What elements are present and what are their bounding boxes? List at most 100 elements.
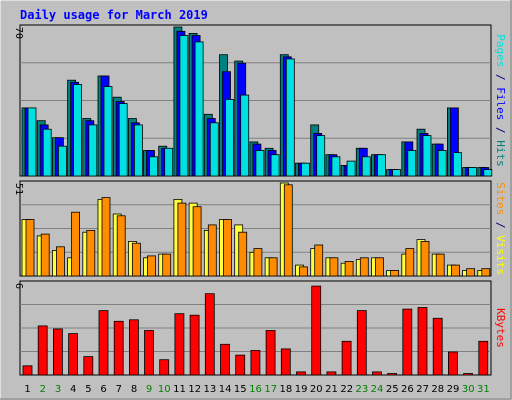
x-tick-label: 4	[70, 384, 76, 395]
bar-sites-day-27	[420, 240, 430, 277]
bar-kbytes-day-3	[53, 328, 63, 376]
x-tick-label: 12	[188, 384, 201, 395]
bar-sites-day-7	[116, 215, 126, 277]
legend-part: Hits	[494, 140, 507, 167]
legend-part: Pages	[494, 34, 507, 67]
bar-sites-day-29	[450, 264, 460, 277]
bar-sites-day-16	[253, 248, 263, 277]
bar-sites-day-14	[223, 219, 232, 277]
bar-sites-day-25	[390, 270, 400, 277]
x-tick-label: 3	[55, 384, 61, 395]
bar-kbytes-day-24	[372, 371, 382, 376]
bar-kbytes-day-30	[463, 373, 474, 376]
bar-pages-day-7	[118, 103, 128, 177]
bar-pages-day-27	[422, 135, 432, 177]
bar-kbytes-day-11	[174, 313, 185, 376]
bar-kbytes-day-16	[250, 350, 261, 376]
legend-part: KBytes	[494, 308, 507, 348]
panel-bottom: 6 KBytes	[13, 280, 507, 376]
bar-pages-day-22	[346, 160, 356, 177]
x-tick-label: 29	[447, 384, 460, 395]
bar-sites-day-19	[299, 266, 308, 277]
x-tick-label: 18	[280, 384, 293, 395]
bar-sites-day-31	[481, 268, 491, 277]
bar-kbytes-day-5	[83, 356, 94, 376]
bar-pages-day-10	[164, 147, 174, 177]
legend-part: Files	[494, 87, 507, 120]
bar-pages-day-20	[316, 135, 326, 177]
x-tick-label: 24	[371, 384, 384, 395]
x-tick-label: 10	[158, 384, 171, 395]
x-tick-label: 6	[100, 384, 106, 395]
x-tick-label: 13	[204, 384, 217, 395]
bar-pages-day-19	[301, 162, 310, 177]
bar-kbytes-day-15	[235, 354, 246, 376]
panel-middle: 51 Sites / Visits	[13, 180, 507, 277]
legend-part: /	[494, 120, 507, 140]
bar-sites-day-12	[192, 206, 202, 277]
y-max-label: 51	[13, 183, 24, 195]
bar-kbytes-day-17	[265, 330, 276, 376]
bar-pages-day-30	[468, 167, 478, 177]
x-tick-label: 19	[295, 384, 308, 395]
bar-sites-day-8	[131, 242, 141, 277]
bar-pages-day-6	[103, 86, 113, 177]
x-tick-label: 7	[116, 384, 122, 395]
x-tick-label: 5	[85, 384, 91, 395]
bar-kbytes-day-22	[341, 340, 352, 376]
bar-pages-day-5	[88, 124, 98, 177]
bar-pages-day-13	[209, 122, 219, 177]
x-tick-label: 15	[234, 384, 247, 395]
bar-pages-day-3	[58, 145, 67, 177]
bar-sites-day-5	[86, 229, 96, 277]
bar-kbytes-day-9	[144, 330, 154, 376]
legend-part: /	[494, 215, 507, 235]
bar-kbytes-day-20	[311, 285, 322, 376]
bar-pages-day-9	[149, 156, 158, 177]
bar-kbytes-day-19	[296, 371, 306, 376]
x-tick-label: 9	[146, 384, 152, 395]
x-tick-label: 26	[401, 384, 414, 395]
bar-pages-day-1	[27, 107, 37, 177]
bar-pages-day-26	[407, 150, 417, 177]
chart-panels: 70 Pages / Files / Hits 51 Sites / Visits 6 K…	[13, 24, 507, 376]
bar-sites-day-20	[314, 244, 324, 277]
x-tick-label: 16	[249, 384, 262, 395]
bar-kbytes-day-29	[447, 351, 458, 376]
bar-sites-day-15	[238, 231, 248, 277]
bar-pages-day-18	[285, 58, 295, 177]
x-tick-label: 28	[431, 384, 444, 395]
bar-sites-day-18	[283, 184, 293, 277]
bar-sites-day-4	[71, 211, 80, 277]
chart-title: Daily usage for March 2019	[20, 8, 208, 22]
x-tick-label: 1	[24, 384, 30, 395]
bar-kbytes-day-23	[356, 310, 367, 376]
bar-sites-day-1	[25, 219, 35, 277]
x-tick-label: 23	[356, 384, 369, 395]
legend-label-middle: Sites / Visits	[494, 182, 507, 275]
bar-pages-day-4	[73, 84, 82, 177]
legend-label-bottom: KBytes	[494, 308, 507, 348]
bar-pages-day-15	[240, 94, 250, 177]
bar-pages-day-12	[194, 41, 204, 177]
legend-part: Sites	[494, 182, 507, 215]
bar-sites-day-17	[268, 257, 278, 277]
legend-part: /	[494, 67, 507, 87]
bar-kbytes-day-4	[68, 333, 78, 376]
x-axis-labels: 1 2 3 4 5 6 7 8 9 10 11 12 13 14 15 16 17 18 19 20 21 22 23 24 2…	[24, 384, 489, 395]
bar-kbytes-day-28	[432, 317, 443, 376]
bar-kbytes-day-13	[204, 293, 215, 376]
bar-sites-day-11	[177, 202, 187, 277]
y-max-label: 6	[13, 283, 24, 289]
bar-sites-day-3	[56, 246, 65, 277]
bar-kbytes-day-21	[326, 371, 337, 376]
y-max-label: 70	[13, 27, 24, 39]
bar-sites-day-26	[405, 248, 415, 277]
bar-kbytes-day-27	[417, 307, 428, 376]
bar-kbytes-day-31	[478, 340, 489, 376]
x-tick-label: 2	[40, 384, 46, 395]
x-tick-label: 17	[264, 384, 277, 395]
bar-sites-day-28	[435, 253, 445, 277]
x-tick-label: 20	[310, 384, 323, 395]
